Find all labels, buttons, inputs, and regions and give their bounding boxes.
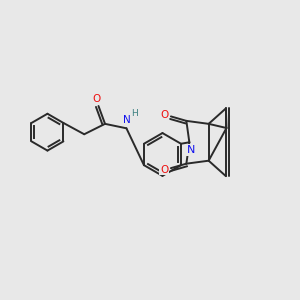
Text: N: N: [187, 145, 195, 155]
Text: H: H: [131, 109, 138, 118]
Text: O: O: [160, 165, 169, 175]
Text: O: O: [160, 110, 169, 120]
Text: N: N: [123, 115, 130, 125]
Text: O: O: [92, 94, 100, 103]
